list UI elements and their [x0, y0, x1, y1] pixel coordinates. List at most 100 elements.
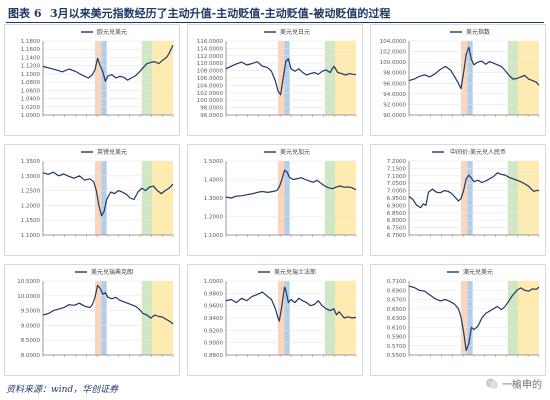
y-tick-label: 106.0000: [197, 76, 224, 82]
y-tick-label: 7.0500: [387, 181, 407, 187]
y-tick-label: 102.0000: [197, 91, 224, 97]
legend-label: 美元指数: [466, 28, 490, 36]
phase-band-3: [507, 41, 519, 115]
legend-label: 澳元兑美元: [463, 268, 493, 276]
phase-band-1: [461, 41, 468, 115]
chart-panel-4: 1.1000 1.1500 1.2000 1.2500 1.3000 1.3500 英镑兑美…: [4, 144, 180, 256]
y-tick-label: 8.5000: [21, 338, 41, 344]
source-note: 资料来源：wind，华创证券: [6, 385, 119, 395]
y-tick-label: 0.9200: [204, 328, 224, 334]
y-tick-label: 8.0000: [21, 353, 41, 359]
y-tick-label: 96.0000: [200, 113, 223, 119]
chart-svg: 90.0000 92.0000 94.0000 96.0000 98.0000 100.0…: [380, 28, 540, 119]
chart-svg: 0.8800 0.9000 0.9200 0.9400 0.9600 0.9800 1.00…: [204, 268, 357, 359]
y-tick-label: 0.6100: [387, 325, 407, 331]
legend-label: 欧元兑美元: [97, 28, 127, 36]
y-tick-label: 1.3000: [204, 196, 224, 202]
chart-svg: 96.000098.0000100.0000102.0000104.000010…: [197, 28, 357, 119]
y-tick-label: 1.0000: [21, 113, 41, 119]
y-tick-label: 1.5000: [204, 159, 224, 165]
y-tick-label: 7.0000: [387, 189, 407, 195]
y-tick-label: 1.1600: [21, 47, 41, 53]
y-tick-label: 110.0000: [197, 61, 224, 67]
y-tick-label: 0.9400: [204, 316, 224, 322]
y-tick-label: 7.1000: [387, 174, 407, 180]
phase-band-4: [152, 41, 173, 115]
y-tick-label: 104.0000: [197, 83, 224, 89]
y-tick-label: 116.0000: [197, 39, 224, 45]
figure-title: 图表 6 3月以来美元指数经历了主动升值-主动贬值-主动贬值-被动贬值的过程: [6, 3, 544, 23]
chart-panel-9: 0.5500 0.5700 0.5900 0.6100 0.6300 0.6500 0.67…: [370, 264, 546, 376]
y-tick-label: 1.2500: [21, 189, 41, 195]
y-tick-label: 1.1800: [21, 39, 41, 45]
y-tick-label: 1.0600: [21, 88, 41, 94]
y-tick-label: 9.5000: [21, 309, 41, 315]
y-tick-label: 0.5700: [387, 344, 407, 350]
y-tick-label: 92.0000: [383, 102, 406, 108]
legend-label: 英镑兑美元: [97, 148, 127, 156]
phase-band-2: [101, 161, 107, 235]
y-tick-label: 100.0000: [380, 60, 407, 66]
y-tick-label: 98.0000: [200, 106, 223, 112]
y-tick-label: 1.3000: [21, 174, 41, 180]
y-tick-label: 0.6700: [387, 298, 407, 304]
y-tick-label: 98.0000: [383, 71, 406, 77]
phase-band-3: [141, 161, 153, 235]
chart-panel-7: 8.0000 8.5000 9.0000 9.5000 10.0000 10.5000 美元…: [4, 264, 180, 376]
y-tick-label: 1.1000: [21, 233, 41, 239]
chart-panel-2: 96.0000 98.0000 100.0000 102.0000 104.0000 10…: [187, 24, 363, 136]
y-tick-label: 0.6900: [387, 288, 407, 294]
y-tick-label: 1.2000: [204, 215, 224, 221]
y-tick-label: 104.0000: [380, 39, 407, 45]
phase-band-2: [101, 281, 107, 355]
y-tick-label: 6.8500: [387, 211, 407, 217]
y-tick-label: 0.9000: [204, 341, 224, 347]
y-tick-label: 108.0000: [197, 69, 224, 75]
series-line: [225, 286, 357, 322]
watermark: 一榆申的: [485, 376, 542, 391]
y-tick-label: 6.9500: [387, 196, 407, 202]
phase-band-3: [141, 41, 153, 115]
phase-band-3: [141, 281, 153, 355]
watermark-text: 一榆申的: [502, 380, 542, 391]
phase-band-1: [95, 161, 102, 235]
y-tick-label: 94.0000: [383, 92, 406, 98]
series-line: [408, 172, 540, 209]
y-tick-label: 114.0000: [197, 46, 224, 52]
legend-label: 美元兑日元: [280, 28, 310, 36]
phase-band-4: [152, 161, 173, 235]
y-tick-label: 112.0000: [197, 54, 224, 60]
y-tick-label: 6.8000: [387, 218, 407, 224]
y-tick-label: 0.9800: [204, 291, 224, 297]
series-line: [408, 46, 540, 90]
chart-svg: 1.0000 1.0200 1.0400 1.0600 1.0800 1.1000 1.12…: [21, 28, 174, 119]
y-tick-label: 1.0200: [21, 105, 41, 111]
y-tick-label: 1.0400: [21, 97, 41, 103]
wechat-icon: [486, 378, 498, 389]
legend-label: 美元兑瑞士法郎: [274, 268, 316, 276]
y-tick-label: 7.1500: [387, 166, 407, 172]
figure-title-text: 3月以来美元指数经历了主动升值-主动贬值-主动贬值-被动贬值的过程: [50, 7, 391, 20]
chart-svg: 1.1000 1.2000 1.3000 1.4000 1.5000 美元兑加元: [204, 148, 357, 239]
y-tick-label: 0.9600: [204, 304, 224, 310]
phase-band-1: [95, 41, 102, 115]
y-tick-label: 0.7100: [387, 279, 407, 285]
series-line: [225, 169, 357, 199]
chart-svg: 1.1000 1.1500 1.2000 1.2500 1.3000 1.3500 英镑兑美…: [21, 148, 174, 239]
chart-panel-1: 1.0000 1.0200 1.0400 1.0600 1.0800 1.1000 1.12…: [4, 24, 180, 136]
chart-panel-3: 90.0000 92.0000 94.0000 96.0000 98.0000 100.0…: [370, 24, 546, 136]
series-line: [42, 44, 174, 82]
figure-number: 图表 6: [8, 7, 42, 20]
y-tick-label: 1.3500: [21, 159, 41, 165]
legend-label: 中间价:美元兑人民币: [450, 148, 506, 156]
chart-panel-6: 6.7000 6.7500 6.8000 6.8500 6.9000 6.9500 7.00…: [370, 144, 546, 256]
chart-panel-5: 1.1000 1.2000 1.3000 1.4000 1.5000 美元兑加元: [187, 144, 363, 256]
y-tick-label: 0.6300: [387, 316, 407, 322]
y-tick-label: 1.1500: [21, 218, 41, 224]
y-tick-label: 1.2000: [21, 203, 41, 209]
title-divider: [6, 22, 544, 23]
y-tick-label: 7.2000: [387, 159, 407, 165]
series-line: [42, 171, 174, 217]
y-tick-label: 1.1000: [21, 72, 41, 78]
